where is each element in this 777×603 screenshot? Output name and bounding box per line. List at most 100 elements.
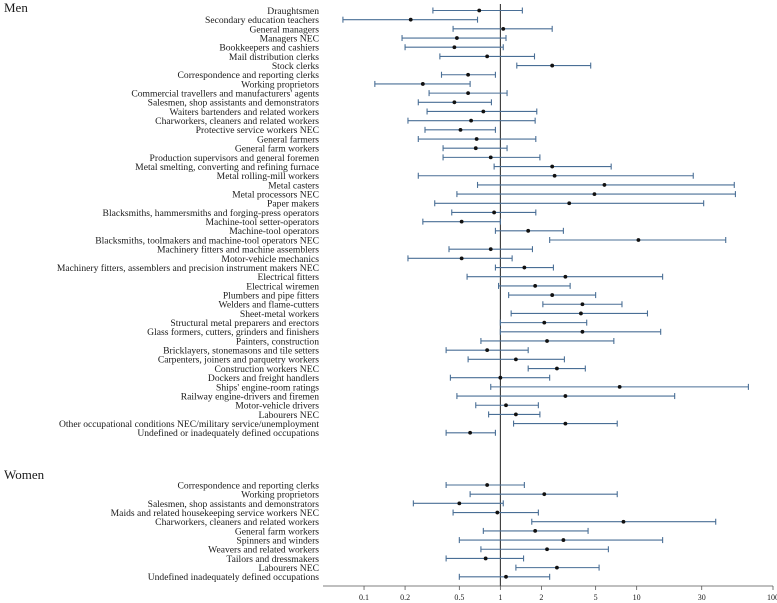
row-label: Motor-vehicle drivers bbox=[235, 401, 319, 412]
row-label: Metal processors NEC bbox=[232, 190, 319, 201]
row-label: Correspondence and reporting clerks bbox=[178, 70, 320, 81]
row-label: Plumbers and pipe fitters bbox=[223, 290, 319, 301]
point-estimate bbox=[457, 501, 462, 506]
point-estimate bbox=[592, 192, 597, 197]
row-label: Machine-tool setter-operators bbox=[205, 217, 319, 228]
forest-row: Welders and flame-cutters bbox=[219, 300, 623, 311]
forest-row: Machinery fitters and machine assemblers bbox=[157, 245, 534, 256]
point-estimate bbox=[579, 311, 583, 316]
forest-row: Blacksmiths, toolmakers and machine-tool… bbox=[95, 235, 727, 246]
forest-row: Commercial travellers and manufacturers'… bbox=[131, 89, 508, 100]
forest-row: Correspondence and reporting clerks bbox=[178, 480, 525, 491]
point-estimate bbox=[526, 228, 531, 233]
row-label: Bookkeepers and cashiers bbox=[219, 43, 319, 54]
row-label: Production supervisors and general forem… bbox=[150, 153, 320, 164]
point-estimate bbox=[452, 45, 457, 50]
point-estimate bbox=[552, 173, 557, 178]
point-estimate bbox=[485, 54, 490, 59]
forest-row: Construction workers NEC bbox=[215, 364, 586, 375]
row-label: Dockers and freight handlers bbox=[208, 373, 319, 384]
forest-row: Railway engine-drivers and firemen bbox=[181, 391, 676, 402]
forest-row: Dockers and freight handlers bbox=[208, 373, 551, 384]
point-estimate bbox=[533, 284, 538, 288]
point-estimate bbox=[555, 366, 559, 371]
point-estimate bbox=[488, 247, 493, 252]
row-label: General farmers bbox=[257, 134, 319, 145]
point-estimate bbox=[602, 183, 607, 187]
forest-row: Paper makers bbox=[267, 199, 705, 210]
point-estimate bbox=[545, 339, 549, 343]
row-label: Correspondence and reporting clerks bbox=[178, 480, 320, 491]
row-label: Welders and flame-cutters bbox=[219, 300, 320, 311]
point-estimate bbox=[481, 109, 486, 114]
forest-row: Undefined inadequately defined occupatio… bbox=[148, 572, 551, 583]
point-estimate bbox=[483, 556, 488, 561]
point-estimate bbox=[468, 430, 473, 435]
point-estimate bbox=[580, 302, 585, 307]
point-estimate bbox=[498, 375, 503, 380]
row-label: Railway engine-drivers and firemen bbox=[181, 391, 319, 402]
point-estimate bbox=[474, 137, 479, 141]
forest-row: Motor-vehicle drivers bbox=[235, 401, 539, 412]
point-estimate bbox=[469, 118, 473, 123]
row-label: Labourers NEC bbox=[259, 563, 319, 574]
forest-row: Draughtsmen bbox=[267, 6, 523, 17]
row-label: Mail distribution clerks bbox=[229, 52, 319, 63]
row-label: Structural metal preparers and erectors bbox=[170, 318, 319, 329]
forest-row: Machine-tool operators bbox=[229, 226, 564, 237]
row-label: Construction workers NEC bbox=[215, 364, 319, 375]
row-label: Salesmen, shop assistants and demonstrat… bbox=[148, 499, 320, 510]
x-tick-label: 0.2 bbox=[400, 593, 410, 602]
row-label: Other occupational conditions NEC/milita… bbox=[59, 419, 319, 430]
x-axis: 0.1 0.2 0.5 1 2 5 10 30 100 bbox=[323, 585, 777, 602]
point-estimate bbox=[485, 348, 490, 353]
x-tick-label: 0.1 bbox=[359, 593, 369, 602]
forest-row: Weavers and related workers bbox=[208, 545, 609, 556]
row-label: Carpenters, joiners and parquetry worker… bbox=[158, 355, 319, 366]
forest-row: Metal rolling-mill workers bbox=[217, 171, 694, 182]
forest-row: General farm workers bbox=[235, 526, 589, 537]
point-estimate bbox=[466, 72, 471, 77]
forest-row: Charworkers, cleaners and related worker… bbox=[155, 517, 717, 528]
forest-row: Motor-vehicle mechanics bbox=[221, 254, 513, 265]
forest-row: Metal casters bbox=[268, 180, 735, 191]
point-estimate bbox=[580, 329, 585, 334]
point-estimate bbox=[617, 384, 622, 389]
forest-row: Painters, construction bbox=[236, 336, 615, 347]
forest-row: Secondary education teachers bbox=[205, 15, 479, 26]
forest-row: Managers NEC bbox=[260, 33, 507, 44]
forest-row: Maids and related housekeeping service w… bbox=[111, 508, 539, 519]
point-estimate bbox=[459, 256, 464, 261]
row-label: Painters, construction bbox=[236, 336, 319, 347]
row-label: Machine-tool operators bbox=[229, 226, 319, 237]
forest-row: Salesmen, shop assistants and demonstrat… bbox=[148, 98, 492, 109]
forest-row: Salesmen, shop assistants and demonstrat… bbox=[148, 499, 504, 510]
row-label: Charworkers, cleaners and related worker… bbox=[155, 116, 319, 127]
point-estimate bbox=[636, 238, 641, 242]
row-label: Paper makers bbox=[267, 199, 319, 210]
forest-row: Stock clerks bbox=[272, 61, 592, 72]
forest-row: Structural metal preparers and erectors bbox=[170, 318, 588, 329]
x-tick-label: 0.5 bbox=[454, 593, 464, 602]
forest-row: Plumbers and pipe fitters bbox=[223, 290, 597, 301]
row-label: Waiters bartenders and related workers bbox=[170, 107, 320, 118]
row-label: Metal smelting, converting and refining … bbox=[135, 162, 319, 173]
point-estimate bbox=[561, 538, 566, 542]
forest-row: Metal smelting, converting and refining … bbox=[135, 162, 612, 173]
point-estimate bbox=[533, 529, 538, 533]
row-label: Blacksmiths, toolmakers and machine-tool… bbox=[95, 235, 319, 246]
row-label: General farm workers bbox=[235, 144, 319, 155]
row-label: Machinery fitters, assemblers and precis… bbox=[57, 263, 319, 274]
forest-row: Production supervisors and general forem… bbox=[150, 153, 541, 164]
point-estimate bbox=[488, 155, 493, 160]
forest-row: Correspondence and reporting clerks bbox=[178, 70, 496, 81]
x-tick-label: 10 bbox=[633, 593, 641, 602]
forest-row: Labourers NEC bbox=[259, 563, 600, 574]
row-label: Working proprietors bbox=[241, 490, 319, 501]
forest-row: Protective service workers NEC bbox=[196, 125, 496, 136]
row-label: Spinners and winders bbox=[236, 535, 319, 546]
row-label: Glass formers, cutters, grinders and fin… bbox=[147, 327, 319, 338]
group-heading: Men bbox=[4, 0, 28, 15]
